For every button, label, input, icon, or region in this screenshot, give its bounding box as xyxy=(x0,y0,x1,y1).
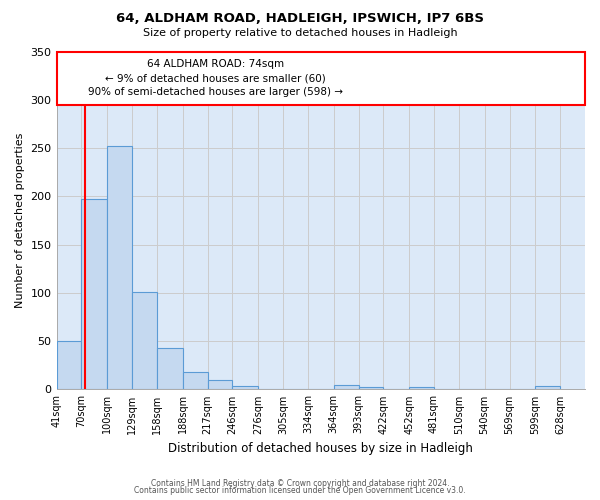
Text: Contains HM Land Registry data © Crown copyright and database right 2024.: Contains HM Land Registry data © Crown c… xyxy=(151,478,449,488)
Bar xyxy=(132,292,157,390)
Bar xyxy=(107,146,132,390)
Bar xyxy=(359,386,383,390)
Text: 64, ALDHAM ROAD, HADLEIGH, IPSWICH, IP7 6BS: 64, ALDHAM ROAD, HADLEIGH, IPSWICH, IP7 … xyxy=(116,12,484,26)
Bar xyxy=(56,341,82,390)
Bar xyxy=(535,386,560,390)
Y-axis label: Number of detached properties: Number of detached properties xyxy=(15,133,25,308)
Bar xyxy=(56,52,585,104)
Bar xyxy=(182,372,208,390)
Text: 64 ALDHAM ROAD: 74sqm
← 9% of detached houses are smaller (60)
90% of semi-detac: 64 ALDHAM ROAD: 74sqm ← 9% of detached h… xyxy=(88,59,343,97)
Bar xyxy=(334,384,359,390)
Bar xyxy=(208,380,232,390)
Bar xyxy=(82,199,107,390)
Bar xyxy=(409,386,434,390)
Text: Size of property relative to detached houses in Hadleigh: Size of property relative to detached ho… xyxy=(143,28,457,38)
Text: Contains public sector information licensed under the Open Government Licence v3: Contains public sector information licen… xyxy=(134,486,466,495)
X-axis label: Distribution of detached houses by size in Hadleigh: Distribution of detached houses by size … xyxy=(169,442,473,455)
Bar xyxy=(157,348,182,390)
Bar xyxy=(232,386,258,390)
